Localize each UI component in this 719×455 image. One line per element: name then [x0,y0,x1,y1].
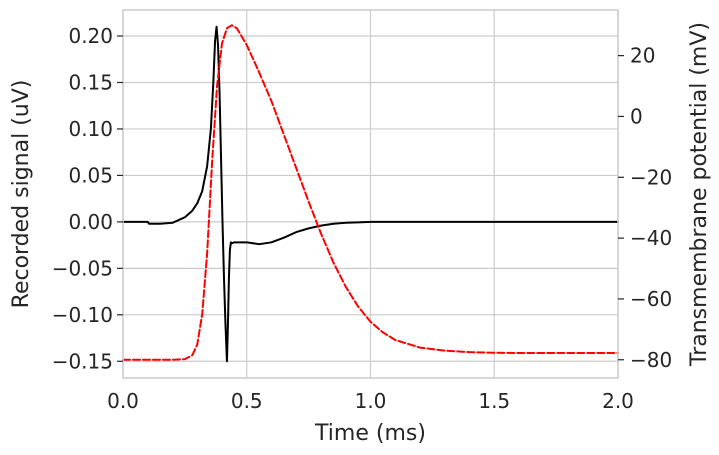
right-y-tick-label: −80 [630,348,672,372]
left-y-tick-label: −0.10 [52,303,113,327]
x-tick-label: 0.0 [107,389,139,413]
series-lines [122,24,619,363]
left-y-tick-label: 0.15 [68,70,113,94]
left-y-tick-label: −0.15 [52,349,113,373]
left-y-tick-label: 0.20 [68,24,113,48]
recorded-signal-line [122,25,619,363]
left-y-tick-label: 0.05 [68,163,113,187]
left-y-tick-label: −0.05 [52,256,113,280]
x-axis-label: Time (ms) [314,421,426,446]
left-y-tick-label: 0.00 [68,210,113,234]
transmembrane-potential-line [122,24,619,361]
right-y-axis-label: Transmembrane potential (mV) [687,22,712,367]
ticks: 0.0 0.5 1.0 1.5 2.0 0.20 0.15 0.10 0.05 0.00 −0.05… [52,24,673,413]
left-y-axis-label: Recorded signal (uV) [9,80,34,309]
right-y-tick-label: −20 [630,165,672,189]
x-tick-label: 0.5 [231,389,263,413]
x-tick-label: 2.0 [602,389,634,413]
right-y-tick-label: −40 [630,226,672,250]
plot-frame [122,9,619,379]
x-tick-label: 1.5 [478,389,510,413]
x-tick-label: 1.0 [355,389,387,413]
right-y-tick-label: 20 [630,44,655,68]
left-y-tick-label: 0.10 [68,117,113,141]
right-y-tick-label: 0 [630,104,643,128]
right-y-tick-label: −60 [630,287,672,311]
